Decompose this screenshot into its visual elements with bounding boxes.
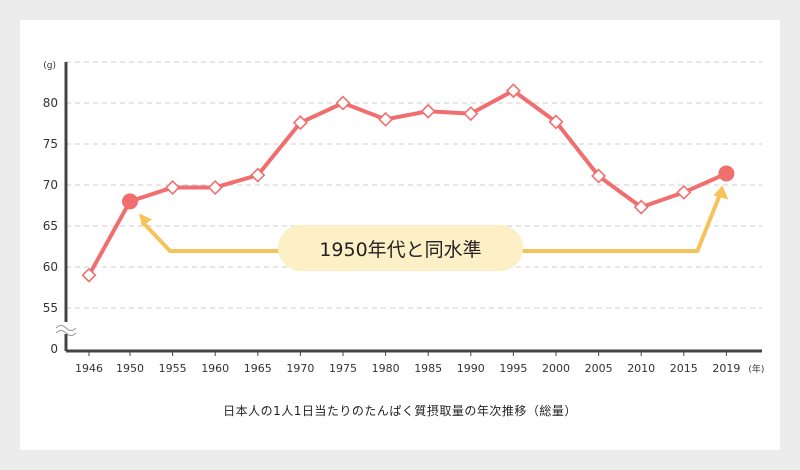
x-tick-label: 1955 <box>159 362 187 375</box>
data-point-2000 <box>548 114 564 130</box>
annotation-arrowhead <box>139 213 152 227</box>
x-tick-label: 2019 <box>712 362 740 375</box>
y-tick-label: 75 <box>43 137 58 151</box>
x-tick-label: 2005 <box>585 362 613 375</box>
x-unit-label: (年) <box>748 363 764 375</box>
x-tick-label: 1946 <box>75 362 103 375</box>
x-tick-label: 1985 <box>414 362 442 375</box>
series-line <box>87 88 729 278</box>
highlighted-point-2019 <box>718 165 735 182</box>
y-tick-label: 55 <box>43 301 58 315</box>
annotation-text: 1950年代と同水準 <box>319 238 482 261</box>
data-point-1960 <box>207 179 223 195</box>
x-tick-label: 1960 <box>201 362 229 375</box>
data-point-1970 <box>292 115 308 131</box>
data-point-1955 <box>165 179 181 195</box>
data-point-2015 <box>676 184 692 200</box>
annotation-callout: 1950年代と同水準 <box>278 225 523 271</box>
chart-caption: 日本人の1人1日当たりのたんぱく質摂取量の年次推移（総量） <box>223 404 577 418</box>
highlighted-point-1950 <box>122 193 138 210</box>
x-tick-label: 2000 <box>542 362 570 375</box>
data-point-2005 <box>591 168 607 184</box>
data-point-1975 <box>335 95 351 111</box>
x-tick-label: 1990 <box>457 362 485 375</box>
data-point-2010 <box>633 199 649 215</box>
data-point-1990 <box>463 106 479 122</box>
x-tick-label: 1950 <box>116 362 144 375</box>
y-tick-label: 60 <box>43 260 58 274</box>
data-point-1980 <box>378 111 394 127</box>
data-point-1965 <box>250 167 266 183</box>
axis-break-mark <box>55 330 77 336</box>
y-tick-label: 65 <box>43 219 58 233</box>
x-tick-label: 2010 <box>627 362 655 375</box>
x-tick-label: 1980 <box>372 362 400 375</box>
y-tick-label: 70 <box>43 178 58 192</box>
data-point-1946 <box>81 267 97 283</box>
annotation-arrowhead <box>713 185 729 200</box>
axis-break-mark <box>55 325 77 331</box>
x-tick-label: 1975 <box>329 362 357 375</box>
x-tick-label: 1965 <box>244 362 272 375</box>
y-tick-label: 80 <box>43 96 58 110</box>
data-point-1985 <box>420 103 436 119</box>
y-tick-label: 0 <box>50 342 58 356</box>
data-point-1995 <box>505 83 521 99</box>
y-unit-label: (g) <box>43 61 56 71</box>
x-tick-label: 2015 <box>670 362 698 375</box>
x-tick-label: 1995 <box>499 362 527 375</box>
x-tick-label: 1970 <box>286 362 314 375</box>
